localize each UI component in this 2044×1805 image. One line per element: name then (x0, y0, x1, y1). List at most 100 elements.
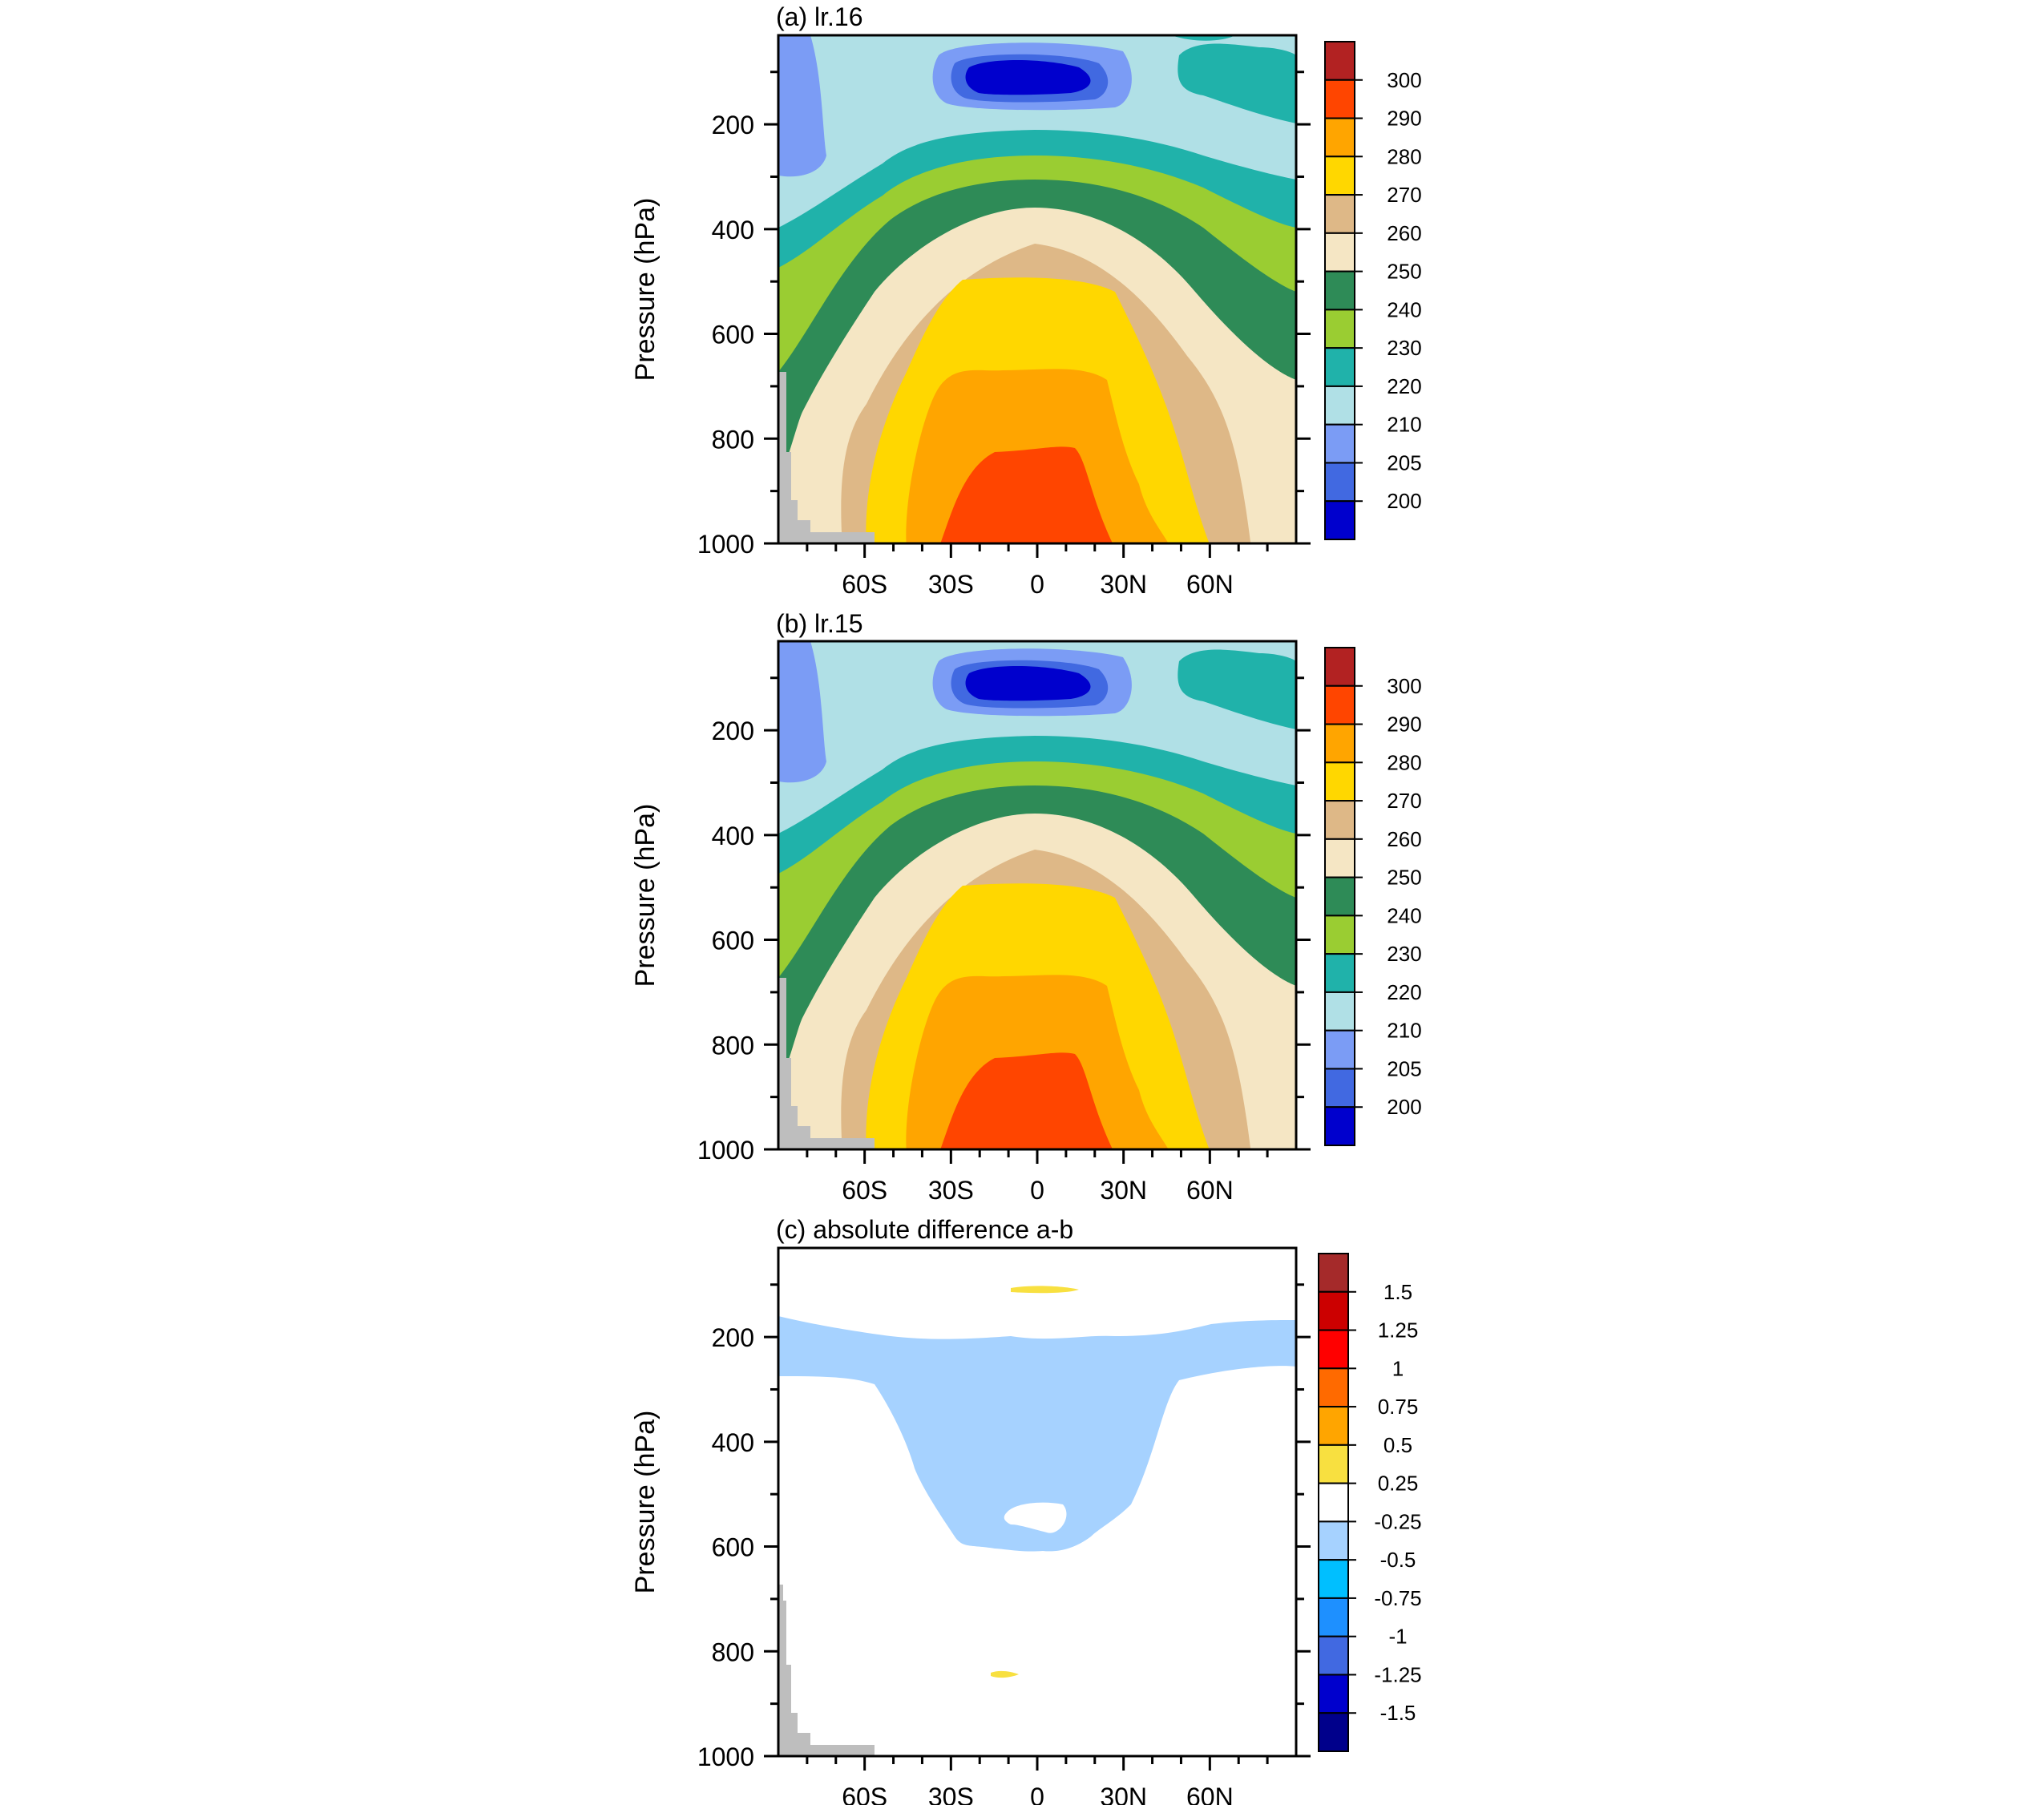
colorbar-label: 290 (1387, 107, 1421, 131)
colorbar-label: -1 (1388, 1625, 1407, 1649)
colorbar-label: 1 (1392, 1356, 1404, 1380)
x-tick-label: 30S (928, 1783, 974, 1805)
band-220-230-top-right (1171, 35, 1235, 41)
colorbar-label: 205 (1387, 1056, 1421, 1080)
x-tick-label: 60S (842, 1783, 887, 1805)
colorbar-swatch (1324, 500, 1355, 541)
panel-c-title: (c) absolute difference a-b (776, 1215, 1073, 1244)
band-below-200-top (965, 60, 1091, 95)
colorbar-label: 300 (1387, 674, 1421, 698)
missing-data-terrain (778, 1585, 875, 1756)
colorbar-swatch (1318, 1367, 1349, 1408)
colorbar-label: 270 (1387, 789, 1421, 813)
colorbar-swatch (1324, 347, 1355, 387)
colorbar-label: 0.25 (1378, 1472, 1419, 1496)
missing-data-terrain (778, 372, 875, 543)
colorbar-swatch (1324, 309, 1355, 349)
y-tick-label: 400 (712, 216, 754, 244)
colorbar-swatch (1324, 79, 1355, 119)
colorbar-label: 250 (1387, 260, 1421, 284)
colorbar-label: 250 (1387, 866, 1421, 890)
colorbar-label: 210 (1387, 413, 1421, 437)
x-tick-label: 60N (1186, 1176, 1234, 1205)
colorbar-label: 280 (1387, 750, 1421, 774)
colorbar-swatch (1318, 1253, 1349, 1293)
panel-b-ylabel: Pressure (hPa) (630, 804, 660, 987)
panel-c-x-axis: 60S 30S 0 30N 60N (806, 1756, 1269, 1805)
missing-data-terrain (778, 978, 875, 1149)
colorbar-swatch (1324, 647, 1355, 687)
panel-b-title: (b) lr.15 (776, 609, 862, 638)
y-tick-label: 600 (712, 321, 754, 349)
panel-a: (a) lr.16 200 400 600 800 1000 60S 30S 0 30N 60N… (630, 2, 1422, 599)
panel-a-y-axis: 200 400 600 800 1000 (697, 71, 1311, 559)
colorbar-swatch (1318, 1406, 1349, 1446)
panel-a-contour-field (778, 35, 1296, 543)
band-minus0.25-0.25-hole (1004, 1502, 1067, 1533)
colorbar-swatch (1318, 1520, 1349, 1561)
colorbar-label: 270 (1387, 183, 1421, 207)
x-tick-label: 60S (842, 570, 887, 599)
x-tick-label: 0 (1030, 1783, 1044, 1805)
colorbar-label: 220 (1387, 374, 1421, 398)
y-tick-label: 400 (712, 822, 754, 850)
panel-c: (c) absolute difference a-b 200 400 600 800… (630, 1215, 1422, 1805)
x-tick-label: 0 (1030, 570, 1044, 599)
panel-c-y-axis: 200 400 600 800 1000 (697, 1283, 1311, 1771)
colorbar-label: 1.5 (1384, 1280, 1412, 1304)
colorbar-swatch (1324, 41, 1355, 81)
panel-c-ylabel: Pressure (hPa) (630, 1411, 660, 1594)
colorbar-label: 200 (1387, 489, 1421, 513)
colorbar-swatch (1318, 1290, 1349, 1331)
y-tick-label: 800 (712, 425, 754, 454)
y-tick-label: 200 (712, 717, 754, 745)
colorbar-swatch (1318, 1712, 1349, 1752)
y-tick-label: 400 (712, 1428, 754, 1457)
band-minus0.5-minus0.25 (778, 1316, 1296, 1552)
colorbar-swatch (1324, 1029, 1355, 1070)
colorbar-label: 230 (1387, 336, 1421, 360)
band-220-230-upper-right (1178, 649, 1296, 729)
colorbar-swatch (1324, 915, 1355, 955)
x-tick-label: 60S (842, 1176, 887, 1205)
y-tick-label: 1000 (697, 1742, 754, 1771)
colorbar-label: -1.5 (1380, 1701, 1416, 1725)
panel-c-contour-field (778, 1248, 1296, 1756)
x-tick-label: 30N (1100, 1783, 1147, 1805)
colorbar-swatch (1324, 385, 1355, 426)
panel-a-title: (a) lr.16 (776, 2, 862, 31)
colorbar-swatch (1324, 876, 1355, 917)
colorbar-swatch (1324, 953, 1355, 993)
colorbar-swatch (1318, 1674, 1349, 1714)
panel-b-contour-field (778, 641, 1296, 1149)
x-tick-label: 60N (1186, 1783, 1234, 1805)
colorbar-swatch (1324, 232, 1355, 273)
colorbar-label: 210 (1387, 1019, 1421, 1043)
colorbar-swatch (1324, 423, 1355, 464)
colorbar-swatch (1324, 462, 1355, 503)
colorbar-label: 240 (1387, 903, 1421, 927)
y-tick-label: 800 (712, 1637, 754, 1666)
x-tick-label: 30S (928, 1176, 974, 1205)
y-tick-label: 1000 (697, 530, 754, 559)
colorbar-label: 300 (1387, 68, 1421, 92)
colorbar-swatch (1318, 1559, 1349, 1599)
panel-b-colorbar: 300 290 280 270 260 250 240 230 220 210 205 200 (1324, 647, 1422, 1146)
x-tick-label: 30N (1100, 570, 1147, 599)
band-below-200-top (965, 666, 1091, 701)
panel-a-ylabel: Pressure (hPa) (630, 198, 660, 382)
panel-b-x-axis: 60S 30S 0 30N 60N (806, 1149, 1269, 1205)
colorbar-swatch (1324, 270, 1355, 311)
colorbar-swatch (1324, 1106, 1355, 1146)
colorbar-swatch (1318, 1482, 1349, 1523)
y-tick-label: 200 (712, 111, 754, 139)
band-290-300 (940, 446, 1113, 543)
colorbar-label: 230 (1387, 942, 1421, 966)
band-220-230-upper-right (1178, 43, 1296, 123)
panel-a-x-axis: 60S 30S 0 30N 60N (806, 543, 1269, 599)
colorbar-swatch (1324, 838, 1355, 878)
y-tick-label: 200 (712, 1323, 754, 1352)
colorbar-label: 200 (1387, 1095, 1421, 1119)
colorbar-swatch (1318, 1635, 1349, 1676)
colorbar-swatch (1324, 117, 1355, 158)
